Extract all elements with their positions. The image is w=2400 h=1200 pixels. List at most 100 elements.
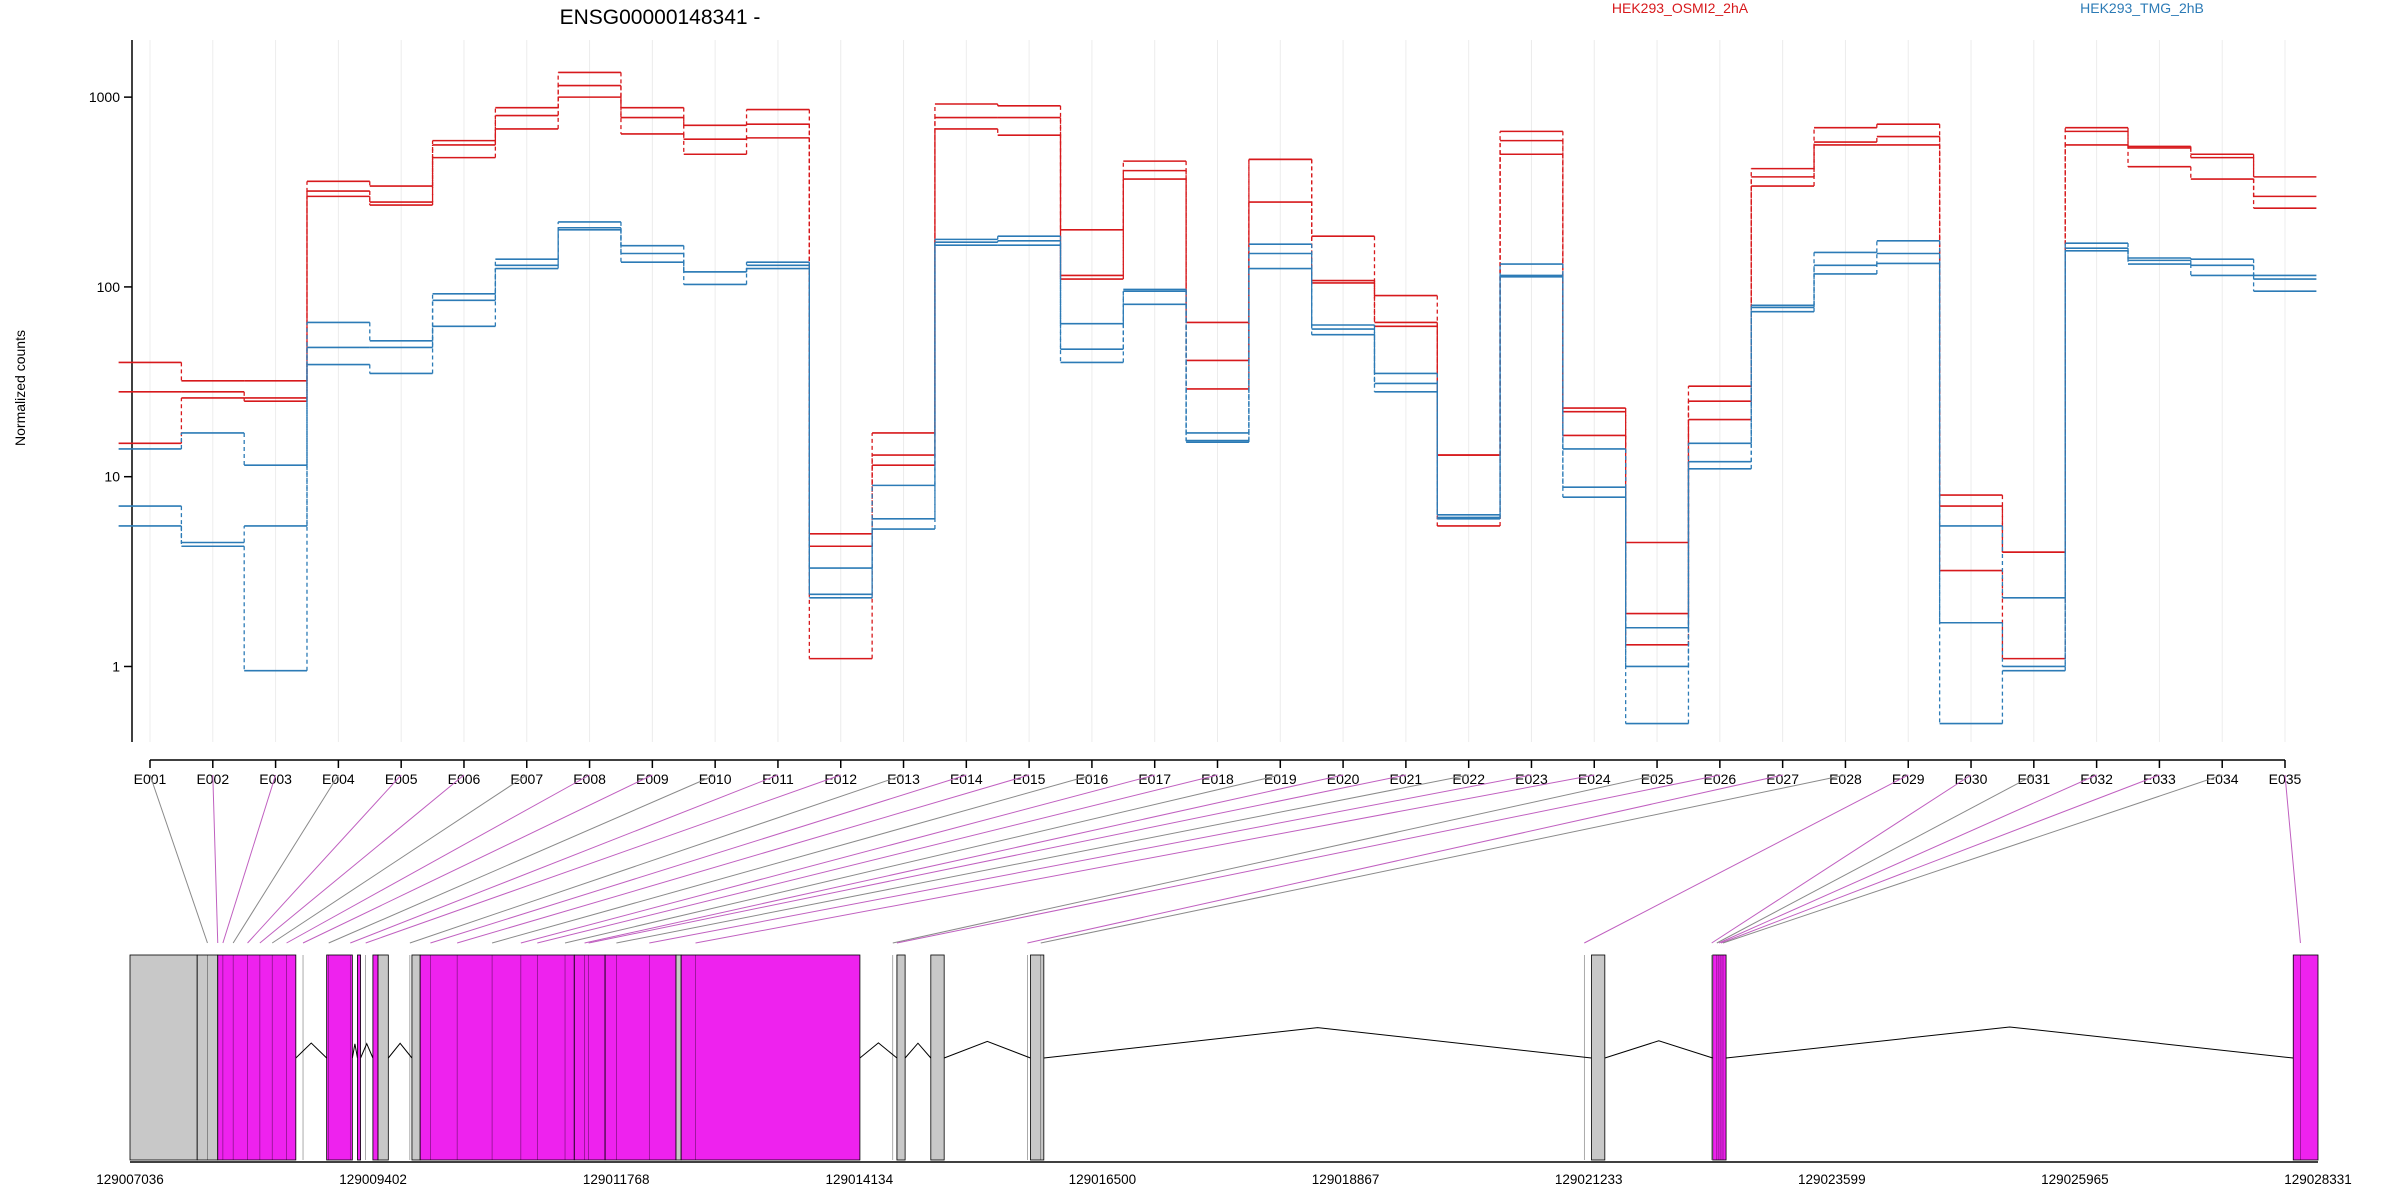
intron — [351, 1043, 358, 1059]
exon-label-e017: E017 — [1138, 771, 1171, 787]
exon-label-e024: E024 — [1578, 771, 1611, 787]
exon-label-e001: E001 — [134, 771, 167, 787]
exon-block — [1712, 954, 1727, 1161]
connector-e021 — [588, 774, 1406, 944]
exon-block — [573, 954, 606, 1161]
connector-e028 — [1040, 774, 1846, 944]
coord-label: 129018867 — [1312, 1172, 1380, 1187]
intron — [859, 1042, 898, 1059]
connector-e004 — [232, 774, 339, 944]
exon-block — [680, 954, 861, 1161]
exon-block — [2292, 954, 2319, 1161]
intron — [360, 1042, 374, 1059]
exon-label-e016: E016 — [1076, 771, 1109, 787]
exon-label-e031: E031 — [2017, 771, 2050, 787]
exon-label-e004: E004 — [322, 771, 355, 787]
coord-label: 129009402 — [339, 1172, 407, 1187]
exon-block — [377, 954, 389, 1161]
chart-title: ENSG00000148341 - — [560, 6, 761, 29]
connector-e006 — [259, 774, 465, 944]
connector-e022 — [616, 774, 1469, 944]
exon-block — [372, 954, 379, 1161]
exon-label-e028: E028 — [1829, 771, 1862, 787]
intron — [1726, 1026, 2294, 1059]
exon-block — [217, 954, 297, 1161]
exon-block — [326, 954, 353, 1161]
exon-block — [675, 954, 682, 1161]
connector-e032 — [1718, 774, 2097, 944]
intron — [904, 1042, 932, 1059]
connector-e024 — [695, 774, 1595, 944]
exon-label-e014: E014 — [950, 771, 983, 787]
connector-e012 — [365, 774, 841, 944]
connector-e025 — [892, 774, 1658, 944]
legend-tmg: HEK293_TMG_2hB — [2080, 0, 2204, 16]
gene-model: 129007036 129009402 129011768 129014134 1290… — [96, 954, 2352, 1187]
coord-label: 129021233 — [1555, 1172, 1623, 1187]
connector-e023 — [649, 774, 1532, 944]
connector-e009 — [302, 774, 653, 944]
connector-e007 — [271, 774, 528, 944]
series-6 — [118, 228, 2317, 725]
connector-e011 — [350, 774, 779, 944]
connector-e029 — [1584, 774, 1909, 944]
exon-label-e013: E013 — [887, 771, 920, 787]
connector-e008 — [286, 774, 590, 944]
exon-label-e032: E032 — [2080, 771, 2113, 787]
exon-label-e020: E020 — [1327, 771, 1360, 787]
exon-block — [419, 954, 575, 1161]
exon-label-e010: E010 — [699, 771, 732, 787]
intron — [1604, 1040, 1713, 1059]
exon-label-e025: E025 — [1641, 771, 1674, 787]
exon-label-e033: E033 — [2143, 771, 2176, 787]
coord-label: 129014134 — [826, 1172, 894, 1187]
connector-e020 — [584, 774, 1344, 944]
coord-label: 129028331 — [2284, 1172, 2352, 1187]
connector-e003 — [222, 774, 277, 944]
y-tick-label: 100 — [97, 279, 121, 295]
exon-block — [604, 954, 677, 1161]
exon-label-e012: E012 — [824, 771, 857, 787]
connector-e015 — [457, 774, 1030, 944]
exon-label-e011: E011 — [762, 771, 794, 787]
exon-label-e018: E018 — [1201, 771, 1234, 787]
exon-block — [930, 954, 945, 1161]
connector-e031 — [1716, 774, 2035, 944]
coord-label: 129007036 — [96, 1172, 164, 1187]
exon-label-e022: E022 — [1452, 771, 1485, 787]
y-tick-label: 1 — [112, 658, 120, 674]
exon-label-e021: E021 — [1390, 771, 1423, 787]
connector-e014 — [430, 774, 967, 944]
connector-e027 — [1027, 774, 1783, 944]
intron — [387, 1042, 413, 1059]
coord-label: 129023599 — [1798, 1172, 1866, 1187]
connector-e010 — [328, 774, 716, 944]
connector-e033 — [1720, 774, 2160, 944]
y-tick-label: 10 — [104, 469, 120, 485]
connector-e002 — [212, 774, 219, 944]
exon-label-e027: E027 — [1766, 771, 1799, 787]
exon-block — [896, 954, 906, 1161]
exon-label-e006: E006 — [448, 771, 481, 787]
connector-e030 — [1711, 774, 1972, 944]
connector-e005 — [247, 774, 402, 944]
connector-e035 — [2284, 774, 2301, 944]
connector-e017 — [520, 774, 1155, 944]
series-lines — [118, 71, 2317, 725]
intron — [943, 1040, 1031, 1059]
exon-label-e009: E009 — [636, 771, 669, 787]
y-tick-label: 1000 — [89, 89, 120, 105]
exon-label-e008: E008 — [573, 771, 606, 787]
exon-label-e034: E034 — [2206, 771, 2239, 787]
connector-e019 — [564, 774, 1281, 944]
coord-label: 129011768 — [583, 1172, 650, 1187]
exon-block — [129, 954, 198, 1161]
exon-label-e005: E005 — [385, 771, 418, 787]
connector-e001 — [149, 774, 208, 944]
exon-block — [411, 954, 421, 1161]
coord-label: 129025965 — [2041, 1172, 2109, 1187]
exon-block — [1030, 954, 1045, 1161]
exon-connectors — [149, 774, 2301, 944]
exon-block — [357, 954, 361, 1161]
